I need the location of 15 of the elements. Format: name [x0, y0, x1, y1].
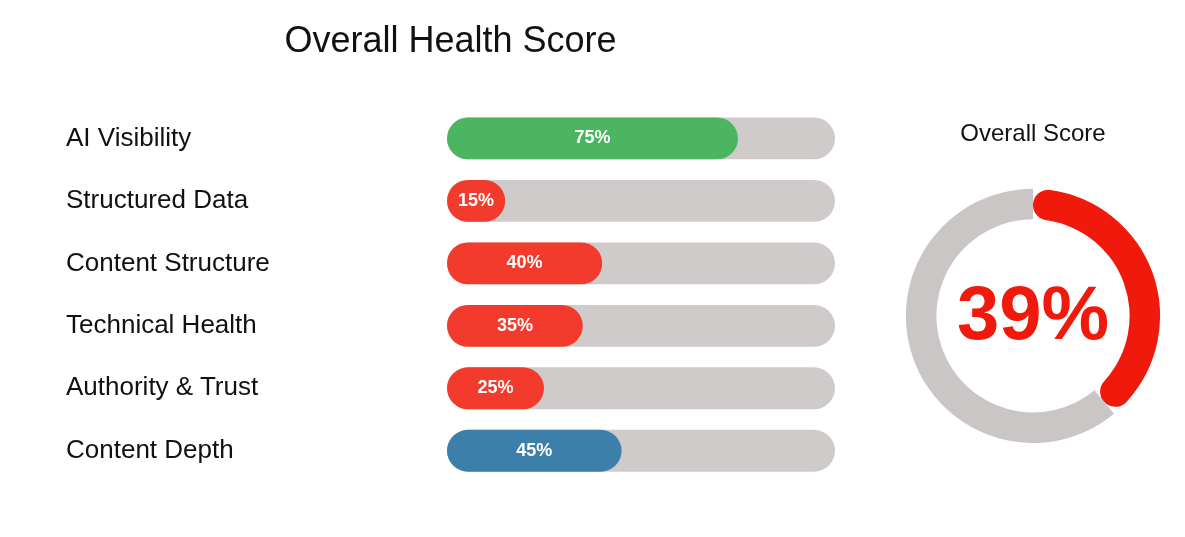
y-tick-label: Content Depth	[66, 433, 234, 464]
data-label: 25%	[477, 377, 514, 398]
chart-title: Overall Health Score	[284, 18, 617, 60]
data-label: 75%	[574, 127, 611, 148]
data-label: 40%	[506, 252, 543, 273]
chart-title: Overall Score	[960, 119, 1106, 147]
data-label: 15%	[458, 189, 495, 210]
y-tick-label: Technical Health	[66, 309, 257, 340]
data-label: 35%	[496, 314, 533, 335]
y-tick-label: AI Visibility	[66, 121, 192, 152]
data-label: 45%	[516, 439, 553, 460]
y-tick-label: Content Structure	[66, 246, 270, 277]
y-tick-label: Structured Data	[66, 184, 249, 215]
y-tick-label: Authority & Trust	[66, 371, 259, 402]
data-label: 39%	[956, 269, 1110, 355]
